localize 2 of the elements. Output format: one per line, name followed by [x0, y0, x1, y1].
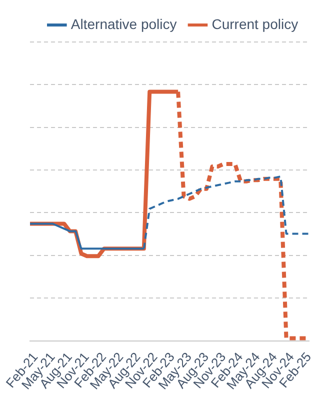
- legend-label: Current policy: [212, 16, 298, 32]
- legend-label: Alternative policy: [70, 16, 177, 32]
